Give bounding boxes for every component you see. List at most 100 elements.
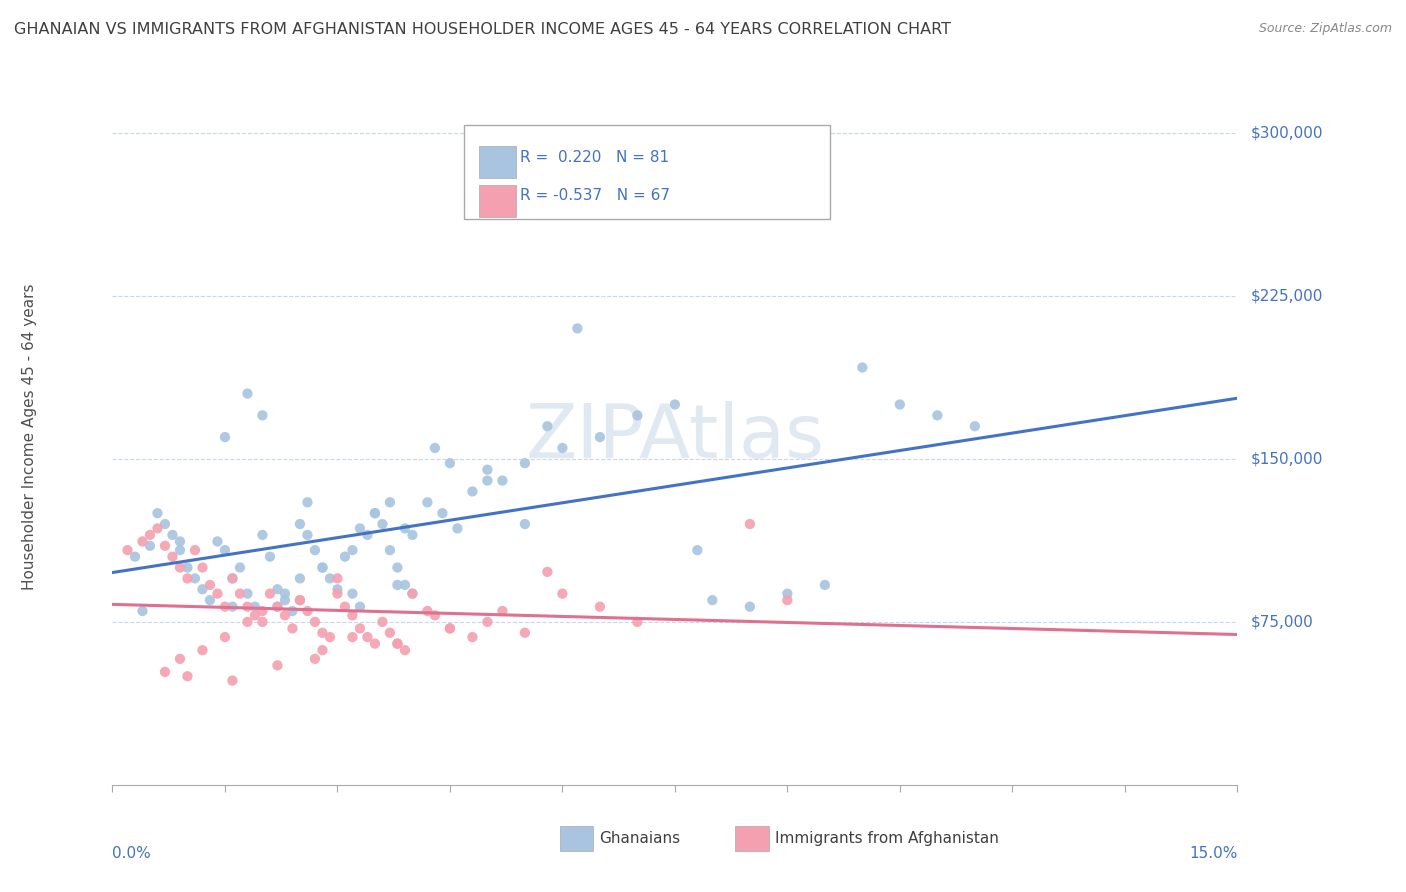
Point <box>288 571 311 585</box>
Point <box>281 604 304 618</box>
Point <box>551 587 574 601</box>
Point <box>326 571 349 585</box>
Point <box>851 360 873 375</box>
Text: $150,000: $150,000 <box>1251 451 1323 467</box>
Point <box>364 506 387 520</box>
Point <box>169 543 191 558</box>
Point <box>491 604 513 618</box>
Point <box>439 621 461 635</box>
Point <box>259 587 281 601</box>
Point <box>439 456 461 470</box>
Point <box>214 599 236 614</box>
Point <box>198 593 221 607</box>
Point <box>297 604 319 618</box>
Point <box>387 637 409 651</box>
Point <box>304 615 326 629</box>
Point <box>342 630 364 644</box>
Point <box>221 599 243 614</box>
Point <box>176 571 198 585</box>
Point <box>162 528 184 542</box>
Point <box>146 521 169 535</box>
Point <box>311 625 333 640</box>
Point <box>221 571 243 585</box>
Point <box>266 582 288 597</box>
Point <box>139 528 162 542</box>
Point <box>281 621 304 635</box>
Point <box>387 637 409 651</box>
Text: $300,000: $300,000 <box>1251 125 1323 140</box>
Point <box>371 615 394 629</box>
Point <box>266 658 288 673</box>
Point <box>266 599 288 614</box>
Text: R = -0.537   N = 67: R = -0.537 N = 67 <box>520 188 671 203</box>
Point <box>333 599 356 614</box>
Point <box>814 578 837 592</box>
Point <box>378 543 401 558</box>
Point <box>214 430 236 444</box>
Point <box>342 587 364 601</box>
Point <box>371 516 394 531</box>
Point <box>401 587 423 601</box>
Point <box>191 643 214 657</box>
Point <box>304 543 326 558</box>
Point <box>738 599 761 614</box>
Point <box>477 474 499 488</box>
Point <box>236 587 259 601</box>
Point <box>423 608 446 623</box>
Text: Ghanaians: Ghanaians <box>599 831 681 846</box>
Point <box>319 571 342 585</box>
Point <box>432 506 454 520</box>
Point <box>513 456 536 470</box>
Point <box>664 397 686 411</box>
Point <box>333 549 356 564</box>
Point <box>198 578 221 592</box>
Point <box>319 630 342 644</box>
Point <box>927 409 949 423</box>
Point <box>446 521 468 535</box>
Point <box>387 560 409 574</box>
Point <box>146 506 169 520</box>
Point <box>229 587 252 601</box>
Point <box>702 593 724 607</box>
Text: Householder Income Ages 45 - 64 years: Householder Income Ages 45 - 64 years <box>22 284 38 591</box>
Point <box>416 604 439 618</box>
Point <box>243 608 266 623</box>
Point <box>214 543 236 558</box>
Point <box>326 587 349 601</box>
Point <box>252 409 274 423</box>
Point <box>131 534 153 549</box>
Point <box>589 430 612 444</box>
Point <box>378 495 401 509</box>
Point <box>176 669 198 683</box>
Point <box>477 463 499 477</box>
Text: Source: ZipAtlas.com: Source: ZipAtlas.com <box>1258 22 1392 36</box>
Point <box>394 521 416 535</box>
Point <box>342 608 364 623</box>
Point <box>513 516 536 531</box>
Point <box>311 643 333 657</box>
Point <box>221 571 243 585</box>
Point <box>776 587 799 601</box>
Point <box>236 386 259 401</box>
Point <box>513 625 536 640</box>
Point <box>274 608 297 623</box>
Point <box>356 528 378 542</box>
Point <box>184 543 207 558</box>
Point <box>626 409 648 423</box>
Point <box>304 652 326 666</box>
Point <box>364 637 387 651</box>
Point <box>176 560 198 574</box>
Point <box>184 571 207 585</box>
Point <box>297 528 319 542</box>
Point <box>207 587 229 601</box>
Point <box>153 516 176 531</box>
Point <box>153 539 176 553</box>
Text: 15.0%: 15.0% <box>1189 846 1237 861</box>
Point <box>401 587 423 601</box>
Point <box>889 397 911 411</box>
Point <box>252 604 274 618</box>
Point <box>686 543 709 558</box>
Point <box>477 615 499 629</box>
Point <box>589 599 612 614</box>
Point <box>207 534 229 549</box>
